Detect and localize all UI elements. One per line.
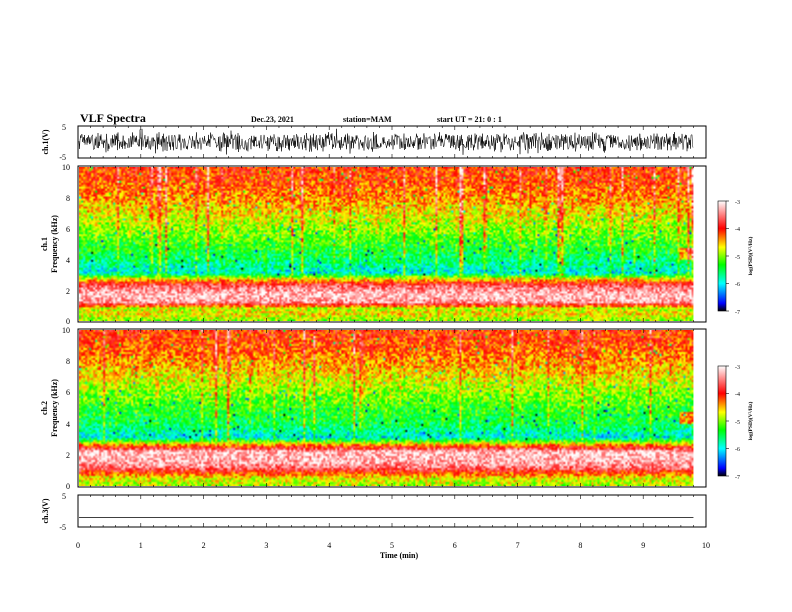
ch2-freq-tick-0: 0 xyxy=(66,482,70,491)
ch2-freq-tick-2: 2 xyxy=(66,451,70,460)
ch2-spectrogram-ticks xyxy=(77,329,707,487)
ch3-waveform-frame xyxy=(77,494,707,528)
time-axis-tick-label: 4 xyxy=(327,541,331,550)
ch1-waveform-ylabel: ch.1(V) xyxy=(41,129,50,154)
ch1-waveform-trace xyxy=(78,128,694,155)
ch1-colorbar-scale xyxy=(717,200,727,312)
ch1-freq-tick-0: 0 xyxy=(66,317,70,326)
time-axis-tick-label: 8 xyxy=(578,541,582,550)
time-axis-tick-label: 7 xyxy=(516,541,520,550)
ch1-colorbar-label: log(PSD)(V²/Hz) xyxy=(747,237,754,276)
ch2-colorbar-label: log(PSD)(V²/Hz) xyxy=(747,402,754,441)
ch2-freq-tick-4: 4 xyxy=(66,420,70,429)
ch3-ytick-bottom: -5 xyxy=(59,523,66,532)
ch1-spectrogram-panel: 0 2 4 6 8 10 ch.1 Frequency (kHz) xyxy=(40,163,707,326)
ch2-freq-tick-6: 6 xyxy=(66,388,70,397)
ch1-waveform-line xyxy=(78,128,694,155)
time-axis-tick-label: 3 xyxy=(264,541,268,550)
ch2-colorbar-tick-m7: -7 xyxy=(735,475,740,481)
ch1-ytick-bottom: -5 xyxy=(59,153,66,162)
ch1-waveform-panel: 5 -5 ch.1(V) xyxy=(41,123,707,162)
ch2-colorbar-tick-m4: -4 xyxy=(735,392,740,398)
ch1-freq-tick-2: 2 xyxy=(66,287,70,296)
ch2-colorbar-tick-m6: -6 xyxy=(735,447,740,453)
ch2-freq-tick-10: 10 xyxy=(62,326,70,335)
ch1-freq-tick-4: 4 xyxy=(66,256,70,265)
time-axis-tick-label: 6 xyxy=(453,541,457,550)
ch2-spectrogram-ylabel-frequency: Frequency (kHz) xyxy=(50,379,59,437)
ch1-colorbar: -3 -4 -5 -6 -7 log(PSD)(V²/Hz) xyxy=(717,200,754,316)
ch3-waveform-ylabel: ch.3(V) xyxy=(41,498,50,523)
ch2-colorbar-tick-m5: -5 xyxy=(735,420,740,426)
time-axis-label: Time (min) xyxy=(380,551,419,560)
time-axis-tick-label: 9 xyxy=(641,541,645,550)
ch3-ytick-top: 5 xyxy=(62,492,66,501)
ch2-spectrogram-image xyxy=(79,330,694,486)
ch2-freq-tick-8: 8 xyxy=(66,357,70,366)
time-axis-tick-label: 5 xyxy=(390,541,394,550)
ch1-colorbar-tick-m7: -7 xyxy=(735,310,740,316)
station-label: station=MAM xyxy=(343,115,392,124)
ch1-colorbar-tick-m3: -3 xyxy=(735,200,740,206)
ch1-freq-tick-8: 8 xyxy=(66,194,70,203)
ch1-colorbar-tick-m4: -4 xyxy=(735,227,740,233)
ch2-colorbar-tick-m3: -3 xyxy=(735,365,740,371)
time-axis-tick-label: 1 xyxy=(139,541,143,550)
ch3-waveform-panel: 5 -5 ch.3(V) xyxy=(41,492,707,532)
ch1-colorbar-tick-m5: -5 xyxy=(735,255,740,261)
ch2-colorbar: -3 -4 -5 -6 -7 log(PSD)(V²/Hz) xyxy=(717,365,754,481)
ch1-colorbar-tick-m6: -6 xyxy=(735,282,740,288)
ch1-freq-tick-10: 10 xyxy=(62,163,70,172)
ch3-waveform-ticks xyxy=(77,495,707,527)
ch1-spectrogram-image xyxy=(79,167,694,321)
time-axis-tick-label: 10 xyxy=(702,541,710,550)
start-time-label: start UT = 21: 0 : 1 xyxy=(437,115,502,124)
ch1-spectrogram-ylabel-channel: ch.1 xyxy=(40,237,49,251)
ch1-waveform-ticks xyxy=(77,126,707,158)
ch1-spectrogram-ylabel-frequency: Frequency (kHz) xyxy=(50,215,59,273)
figure-title: VLF Spectra xyxy=(80,111,146,125)
ch2-colorbar-scale xyxy=(717,365,727,477)
time-axis-tick-labels: 0 1 2 3 4 5 6 7 8 9 10 xyxy=(76,541,710,550)
time-axis-tick-label: 0 xyxy=(76,541,80,550)
date-label: Dec.23, 2021 xyxy=(251,115,294,124)
ch2-spectrogram-panel: 0 2 4 6 8 10 ch.2 Frequency (kHz) xyxy=(40,326,707,491)
ch1-ytick-top: 5 xyxy=(62,123,66,132)
ch1-waveform-frame xyxy=(77,125,707,159)
time-axis-tick-label: 2 xyxy=(202,541,206,550)
ch1-spectrogram-ticks xyxy=(77,166,707,322)
ch2-spectrogram-ylabel-channel: ch.2 xyxy=(40,401,49,415)
ch1-freq-tick-6: 6 xyxy=(66,225,70,234)
